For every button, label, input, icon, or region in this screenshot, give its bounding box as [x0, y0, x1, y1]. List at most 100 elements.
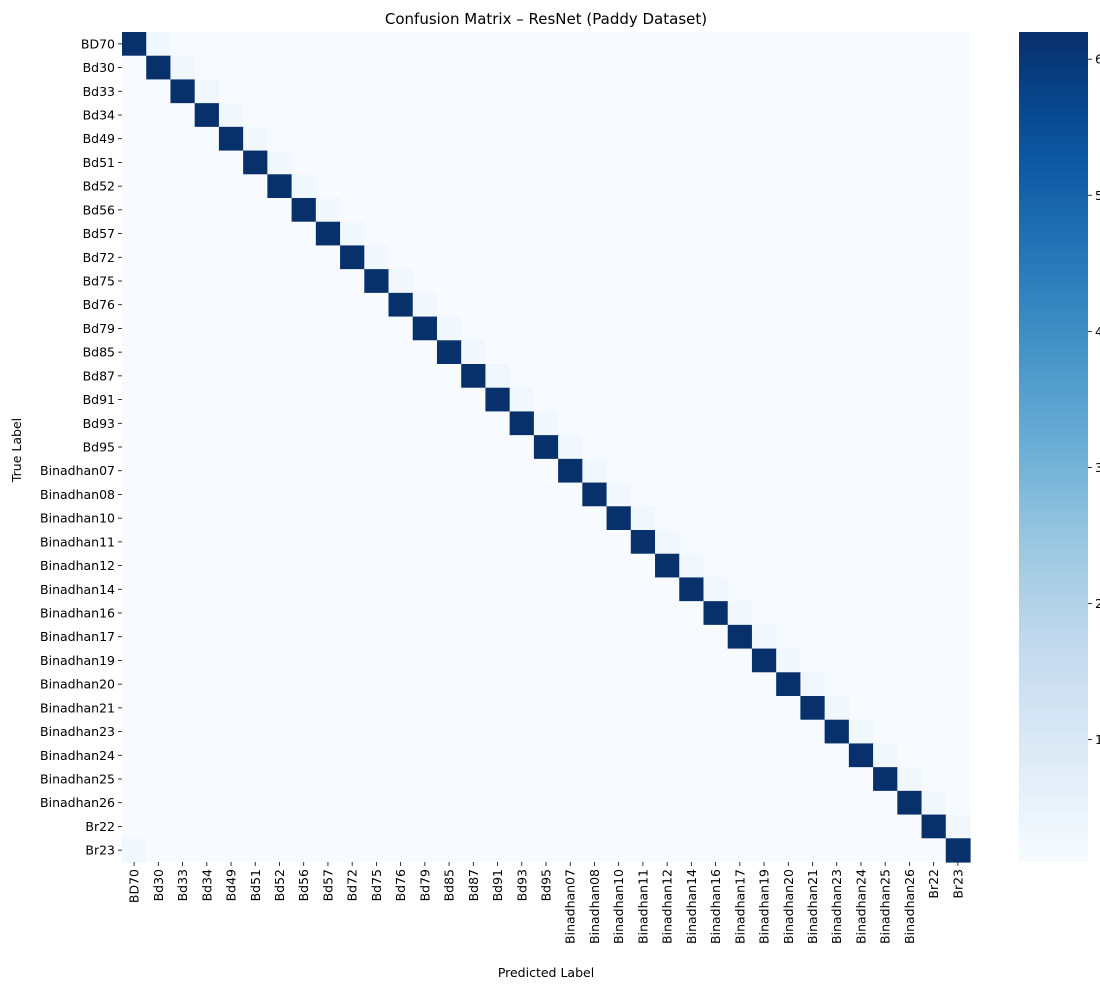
heatmap-cell: [921, 696, 947, 721]
heatmap-cell: [703, 790, 729, 816]
heatmap-cell: [897, 624, 923, 650]
heatmap-cell: [558, 245, 583, 270]
heatmap-cell: [751, 577, 777, 602]
x-tick-label: Binadhan16: [708, 869, 723, 944]
heatmap-cell: [267, 458, 293, 484]
heatmap-cell: [218, 79, 244, 104]
heatmap-cell: [800, 340, 826, 365]
heatmap-cell: [824, 269, 850, 294]
heatmap-cell: [436, 553, 462, 579]
heatmap-cell: [291, 719, 317, 745]
heatmap-cell: [873, 316, 898, 341]
heatmap-cell: [291, 767, 317, 792]
heatmap-cell: [533, 577, 559, 602]
heatmap-cell: [800, 269, 826, 294]
heatmap-cell: [703, 150, 729, 175]
heatmap-cell: [679, 387, 705, 413]
heatmap-cell: [558, 743, 583, 768]
heatmap-cell: [800, 316, 826, 341]
heatmap-cell: [412, 126, 438, 152]
heatmap-cell: [243, 696, 268, 721]
y-tick-label: Bd33: [83, 84, 115, 99]
heatmap-cell: [218, 672, 244, 697]
heatmap-cell: [218, 150, 244, 175]
heatmap-cell: [630, 506, 656, 531]
heatmap-cell: [606, 340, 632, 365]
heatmap-cell: [146, 269, 172, 294]
heatmap-cell: [776, 506, 801, 531]
heatmap-cell: [776, 601, 801, 626]
heatmap-cell: [945, 435, 971, 460]
heatmap-cell: [122, 814, 147, 839]
heatmap-cell: [655, 387, 680, 413]
heatmap-cell: [776, 150, 801, 175]
heatmap-cell: [291, 624, 317, 650]
heatmap-cell: [291, 696, 317, 721]
heatmap-cell: [243, 672, 268, 697]
heatmap-cell: [170, 696, 196, 721]
heatmap-cell: [848, 292, 874, 318]
heatmap-cell: [170, 530, 196, 555]
heatmap-cell: [267, 411, 293, 436]
heatmap-cell: [461, 245, 487, 270]
heatmap-cell: [485, 743, 511, 768]
heatmap-cell: [364, 790, 390, 816]
heatmap-cell: [436, 624, 462, 650]
heatmap-cell: [461, 269, 487, 294]
heatmap-cell: [921, 506, 947, 531]
heatmap-cell: [606, 482, 632, 507]
heatmap-cell: [630, 364, 656, 389]
heatmap-cell: [800, 601, 826, 626]
heatmap-cell: [170, 435, 196, 460]
heatmap-cell: [267, 198, 293, 223]
heatmap-cell: [388, 32, 414, 57]
y-tick-label: Bd56: [83, 202, 115, 217]
heatmap-cell: [776, 292, 801, 318]
heatmap-cell: [364, 743, 390, 768]
heatmap-cell: [921, 435, 947, 460]
heatmap-cell: [655, 553, 680, 579]
heatmap-cell: [751, 103, 777, 128]
heatmap-cell: [606, 696, 632, 721]
heatmap-cell: [461, 411, 487, 436]
heatmap-cell: [703, 435, 729, 460]
heatmap-cell: [340, 435, 365, 460]
heatmap-cell: [921, 292, 947, 318]
heatmap-cell: [122, 838, 147, 863]
heatmap-cell: [630, 577, 656, 602]
heatmap-cell: [194, 553, 220, 579]
heatmap-cell: [800, 435, 826, 460]
heatmap-cell: [630, 198, 656, 223]
heatmap-cell: [945, 790, 971, 816]
heatmap-cell: [315, 245, 341, 270]
heatmap-cell: [194, 624, 220, 650]
heatmap-cell: [388, 364, 414, 389]
heatmap-cell: [824, 553, 850, 579]
heatmap-cell: [606, 245, 632, 270]
heatmap-cell: [218, 435, 244, 460]
heatmap-cell: [485, 458, 511, 484]
heatmap-cell: [436, 387, 462, 413]
heatmap-cell: [824, 435, 850, 460]
heatmap-cell: [582, 838, 608, 863]
heatmap-cell: [824, 696, 850, 721]
heatmap-cell: [533, 624, 559, 650]
heatmap-cell: [485, 672, 511, 697]
heatmap-cell: [824, 221, 850, 247]
heatmap-cell: [388, 245, 414, 270]
heatmap-cell: [291, 245, 317, 270]
heatmap-cell: [412, 458, 438, 484]
heatmap-cell: [800, 482, 826, 507]
heatmap-cell: [461, 577, 487, 602]
heatmap-cell: [146, 55, 172, 81]
heatmap-cell: [945, 316, 971, 341]
heatmap-cell: [315, 198, 341, 223]
heatmap-cell: [873, 482, 898, 507]
heatmap-cell: [146, 577, 172, 602]
heatmap-cell: [218, 743, 244, 768]
heatmap-cell: [461, 435, 487, 460]
heatmap-cell: [340, 55, 365, 81]
heatmap-cell: [727, 340, 753, 365]
heatmap-cell: [436, 55, 462, 81]
heatmap-cell: [824, 387, 850, 413]
